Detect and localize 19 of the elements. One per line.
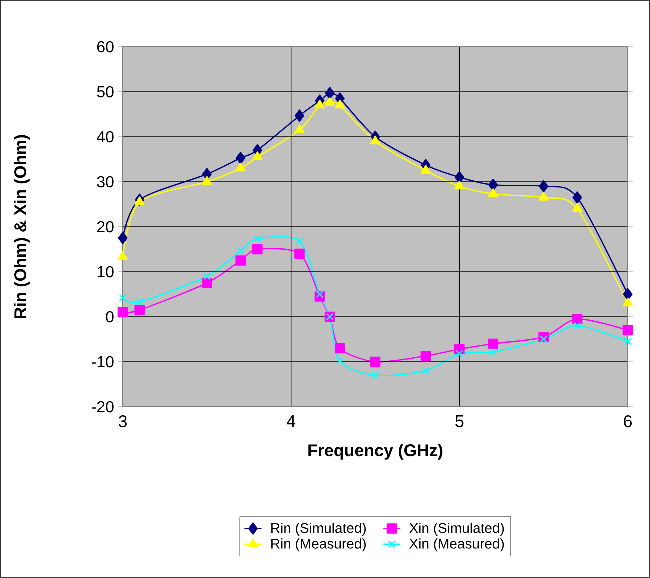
x-tick-label: 4 xyxy=(287,416,296,428)
y-tick-label: -20 xyxy=(92,401,114,413)
x-axis-title: Frequency (GHz) xyxy=(308,444,443,460)
y-tick-label: 20 xyxy=(97,221,114,233)
legend-label: Rin (Measured) xyxy=(272,538,366,552)
y-tick-label: 0 xyxy=(106,311,114,323)
x-tick-label: 3 xyxy=(118,416,127,428)
y-tick-label: 60 xyxy=(97,41,114,53)
y-tick-label: -10 xyxy=(92,356,114,368)
legend-label: Rin (Simulated) xyxy=(272,522,366,536)
x-tick-label: 6 xyxy=(624,416,632,428)
y-tick-label: 10 xyxy=(98,266,114,278)
y-tick-label: 40 xyxy=(97,131,114,143)
legend-label: Xin (Measured) xyxy=(410,538,504,552)
y-axis-title: Rin (Ohm) & Xin (Ohm) xyxy=(14,135,30,318)
y-tick-label: 30 xyxy=(97,176,114,188)
legend-label: Xin (Simulated) xyxy=(410,522,504,536)
y-tick-label: 50 xyxy=(97,86,114,98)
x-tick-label: 5 xyxy=(456,416,464,428)
